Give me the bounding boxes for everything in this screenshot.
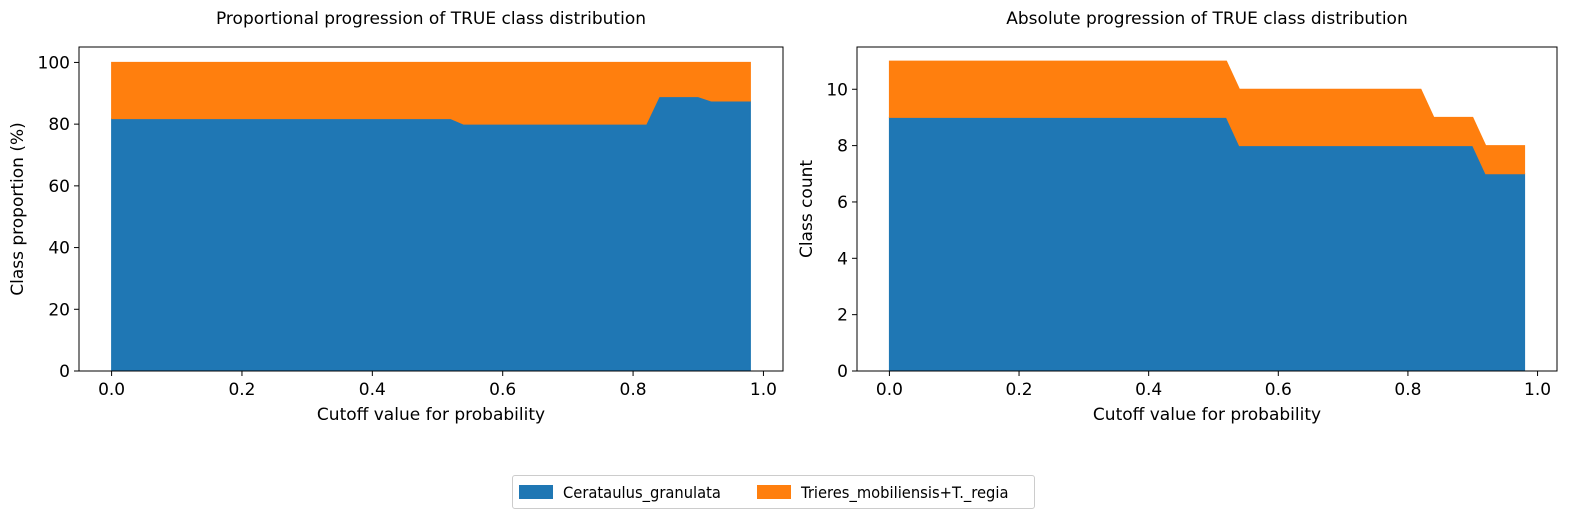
legend-item-trieres: Trieres_mobiliensis+T._regia — [756, 482, 1027, 502]
x-tick-label: 1.0 — [1524, 380, 1551, 400]
y-tick-label: 10 — [826, 80, 848, 100]
y-tick-label: 20 — [48, 300, 70, 320]
y-tick-label: 4 — [837, 249, 848, 269]
area-series-2 — [888, 60, 1526, 175]
x-tick-label: 0.8 — [620, 380, 647, 400]
y-axis-label: Class count — [797, 160, 817, 258]
legend-swatch-trieres — [756, 485, 791, 499]
y-tick-label: 8 — [837, 137, 848, 157]
x-axis-label: Cutoff value for probability — [317, 405, 545, 425]
x-tick-label: 0.0 — [98, 380, 125, 400]
chart-2: 0.0 0.2 0.4 0.6 0.8 1.0 0 2 4 6 8 10 Absolute progre… — [797, 9, 1558, 425]
area-series-1 — [111, 96, 751, 372]
y-tick-label: 0 — [59, 362, 70, 382]
area-series-1 — [888, 116, 1526, 372]
x-tick-label: 0.2 — [1006, 380, 1033, 400]
area-series-2 — [111, 61, 751, 125]
chart-title: Absolute progression of TRUE class distr… — [1006, 9, 1407, 29]
chart-1: 0.0 0.2 0.4 0.6 0.8 1.0 0 20 40 60 80 100 Proportion… — [8, 9, 784, 425]
x-tick-label: 0.4 — [1135, 380, 1162, 400]
y-axis-label: Class proportion (%) — [8, 122, 28, 296]
axes-frame — [78, 46, 784, 372]
x-tick-label: 0.0 — [876, 380, 903, 400]
y-tick-label: 2 — [837, 306, 848, 326]
x-tick-label: 0.6 — [1265, 380, 1292, 400]
legend-label-cerataulus: Cerataulus_granulata — [563, 482, 721, 502]
x-tick-label: 0.8 — [1394, 380, 1421, 400]
x-tick-label: 0.2 — [228, 380, 255, 400]
legend-item-cerataulus: Cerataulus_granulata — [519, 483, 735, 502]
x-axis-label: Cutoff value for probability — [1093, 405, 1321, 425]
y-tick-label: 80 — [48, 115, 70, 135]
y-tick-label: 60 — [48, 177, 70, 197]
legend-label-trieres: Trieres_mobiliensis+T._regia — [800, 482, 1009, 502]
x-tick-label: 0.4 — [359, 380, 386, 400]
y-tick-label: 0 — [837, 362, 848, 382]
x-tick-label: 1.0 — [750, 380, 777, 400]
x-tick-label: 0.6 — [489, 380, 516, 400]
y-tick-label: 40 — [48, 239, 70, 259]
axes-frame — [856, 46, 1558, 372]
y-tick-label: 6 — [837, 193, 848, 213]
legend-swatch-cerataulus — [519, 485, 553, 499]
y-tick-label: 100 — [38, 53, 70, 73]
legend: Cerataulus_granulata Trieres_mobiliensis… — [512, 475, 1036, 509]
chart-title: Proportional progression of TRUE class d… — [216, 9, 646, 29]
